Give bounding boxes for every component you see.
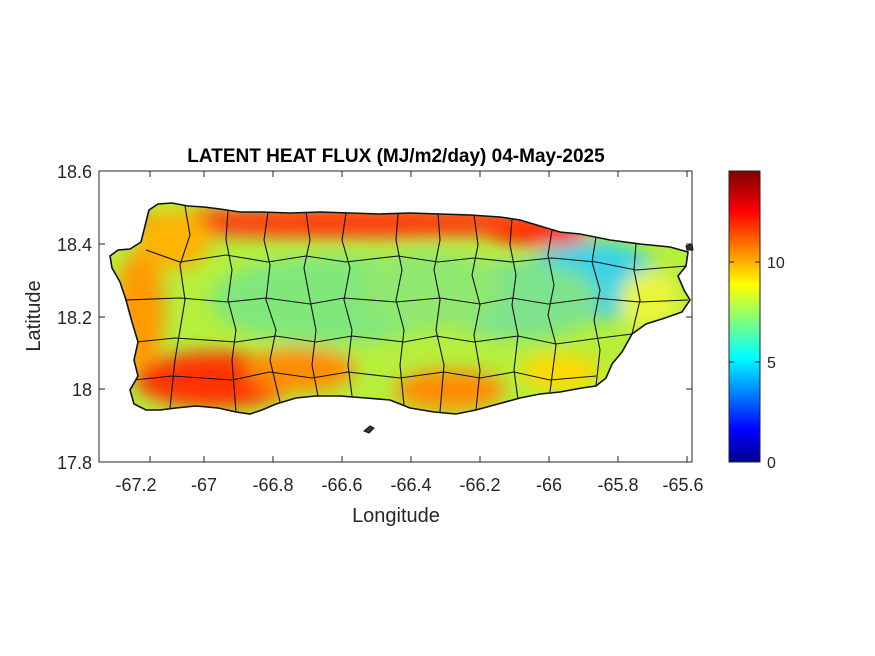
x-tick-label: -67.2: [115, 475, 156, 495]
heat-east-coast-yellow: [620, 270, 680, 330]
x-tick-labels: -67.2 -67 -66.8 -66.6 -66.4 -66.2 -66 -6…: [115, 475, 703, 495]
x-tick-label: -66.4: [390, 475, 431, 495]
y-tick-label: 17.8: [57, 453, 92, 473]
y-tick-label: 18: [72, 380, 92, 400]
colorbar-tick-labels: 0 5 10: [767, 255, 785, 472]
colorbar-tick-label: 10: [767, 255, 785, 272]
colorbar-tick-label: 0: [767, 455, 776, 472]
y-tick-labels: 17.8 18 18.2 18.4 18.6: [57, 162, 92, 473]
y-tick-label: 18.4: [57, 235, 92, 255]
colorbar: [728, 170, 761, 463]
heat-southeast-yellow: [520, 354, 600, 390]
islet-south: [363, 425, 375, 434]
chart-title: LATENT HEAT FLUX (MJ/m2/day) 04-May-2025: [187, 146, 605, 167]
x-tick-label: -67: [191, 475, 217, 495]
y-axis-label: Latitude: [23, 280, 45, 351]
y-ticks: [99, 170, 692, 463]
x-tick-label: -66.6: [321, 475, 362, 495]
islet-east: [685, 243, 694, 251]
colorbar-ticks: [729, 261, 760, 463]
x-axis-label: Longitude: [352, 505, 440, 527]
y-tick-label: 18.6: [57, 162, 92, 182]
x-tick-label: -65.6: [662, 475, 703, 495]
heat-south-orange: [245, 348, 355, 392]
x-tick-label: -65.8: [597, 475, 638, 495]
x-tick-label: -66.8: [252, 475, 293, 495]
x-tick-label: -66.2: [459, 475, 500, 495]
x-ticks: [149, 171, 688, 462]
heat-interior-green: [360, 250, 500, 330]
x-tick-label: -66: [536, 475, 562, 495]
heat-northwest-orange: [140, 210, 210, 270]
municipality-boundaries: [125, 205, 689, 413]
colorbar-tick-label: 5: [767, 355, 776, 372]
y-tick-label: 18.2: [57, 308, 92, 328]
